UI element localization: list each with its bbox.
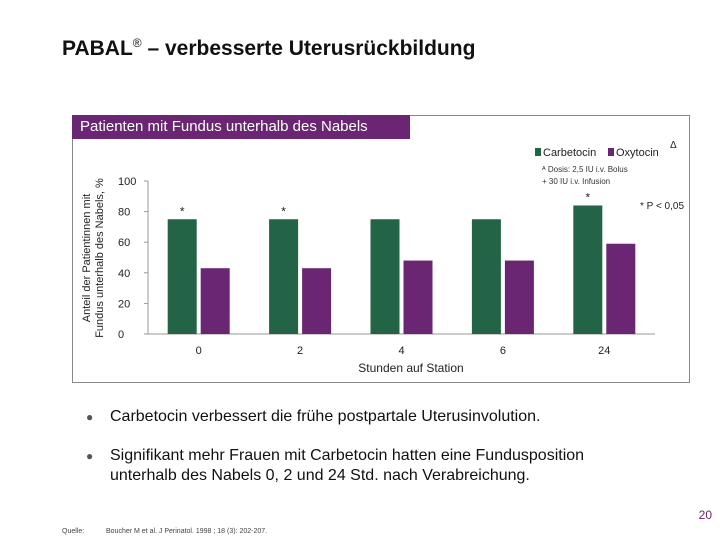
bullet-text-line: unterhalb des Nabels 0, 2 und 24 Std. na… xyxy=(110,467,530,484)
y-axis-label: Anteil der Patientinnen mitFundus unterh… xyxy=(81,178,106,338)
page-title: PABAL® – verbesserte Uterusrückbildung xyxy=(62,36,476,60)
dose-note-line: + 30 IU i.v. Infusion xyxy=(542,177,610,186)
x-tick-label: 6 xyxy=(500,345,506,357)
bar-oxytocin xyxy=(504,260,534,334)
y-tick-label: 0 xyxy=(118,329,124,341)
x-tick-label: 4 xyxy=(398,345,404,357)
y-tick-label: 100 xyxy=(118,176,136,188)
significance-marker: * xyxy=(180,204,185,218)
bullet-dot-icon: ● xyxy=(86,410,94,424)
x-tick-label: 0 xyxy=(196,345,202,357)
legend-swatch-oxytocin xyxy=(608,148,614,156)
x-axis-label: Stunden auf Station xyxy=(358,361,463,375)
bar-oxytocin xyxy=(606,243,636,334)
bar-carbetocin xyxy=(370,219,400,334)
bullet-text-line: Signifikant mehr Frauen mit Carbetocin h… xyxy=(110,447,585,464)
dose-note-line: ᴬ Dosis: 2,5 IU i.v. Bolus xyxy=(541,165,628,174)
y-tick-label: 60 xyxy=(118,237,130,249)
x-tick-label: 24 xyxy=(598,345,610,357)
x-tick-label: 2 xyxy=(297,345,303,357)
bar-carbetocin xyxy=(471,219,501,334)
legend-swatch-carbetocin xyxy=(535,148,541,156)
bar-oxytocin xyxy=(302,268,332,334)
y-axis-label-line: Anteil der Patientinnen mit xyxy=(81,194,93,322)
source-citation: Boucher M et al. J Perinatol. 1998 ; 18 … xyxy=(106,528,268,535)
y-tick-label: 80 xyxy=(118,207,130,219)
y-axis-label-line: Fundus unterhalb des Nabels, % xyxy=(94,178,106,338)
y-tick-label: 40 xyxy=(118,268,130,280)
significance-marker: * xyxy=(281,204,286,218)
legend-label-oxytocin: Oxytocin xyxy=(616,147,659,159)
bar-carbetocin xyxy=(573,205,603,334)
legend-marker-icon: Δ xyxy=(670,140,677,151)
bullet-text: Carbetocin verbessert die frühe postpart… xyxy=(110,408,541,425)
legend-label-carbetocin: Carbetocin xyxy=(543,147,596,159)
bar-oxytocin xyxy=(403,260,433,334)
source-label: Quelle: xyxy=(62,528,85,535)
page-number: 20 xyxy=(698,508,712,522)
bar-carbetocin xyxy=(167,219,197,334)
significance-marker: * xyxy=(585,190,590,204)
chart-panel-header: Patienten mit Fundus unterhalb des Nabel… xyxy=(72,115,410,139)
bar-oxytocin xyxy=(200,268,230,334)
y-tick-label: 20 xyxy=(118,298,130,310)
p-value-note: * P < 0,05 xyxy=(640,201,684,212)
bullet-dot-icon: ● xyxy=(86,449,94,463)
bar-carbetocin xyxy=(269,219,299,334)
